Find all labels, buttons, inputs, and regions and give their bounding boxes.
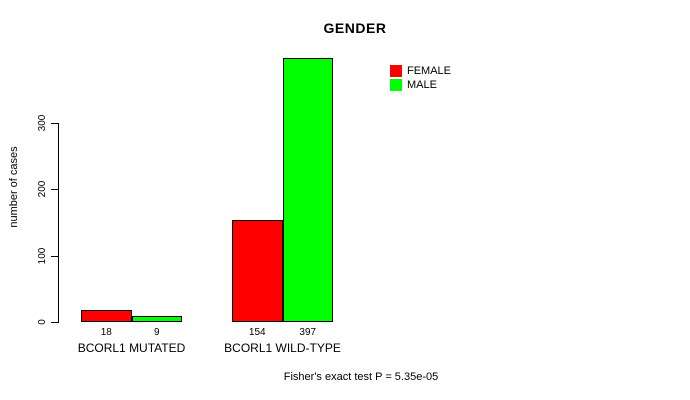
- bar-female: [232, 220, 283, 322]
- bar-male: [131, 316, 182, 322]
- bar-female: [81, 310, 132, 322]
- y-tick-label: 300: [37, 114, 48, 132]
- category-label: BCORL1 WILD-TYPE: [224, 341, 341, 355]
- y-axis-tick: [51, 322, 58, 323]
- legend-swatch-male: [390, 79, 402, 91]
- annotation-text: Fisher's exact test P = 5.35e-05: [283, 371, 439, 383]
- y-tick-label: 200: [37, 180, 48, 198]
- y-axis-label: number of cases: [8, 146, 20, 228]
- legend-label: FEMALE: [407, 65, 452, 77]
- y-axis-tick: [51, 189, 58, 191]
- legend-item-female: FEMALE: [390, 65, 451, 77]
- category-label: BCORL1 MUTATED: [77, 341, 186, 355]
- legend-swatch-female: [390, 65, 402, 77]
- legend-label: MALE: [407, 79, 437, 91]
- bar-value-label: 18: [100, 327, 112, 338]
- y-axis-tick: [51, 255, 58, 257]
- bar-value-label: 9: [153, 327, 160, 338]
- bar-value-label: 154: [248, 327, 266, 338]
- chart-title: GENDER: [323, 20, 387, 36]
- y-axis-line: [58, 122, 59, 323]
- bar-male: [282, 58, 333, 322]
- legend: FEMALE MALE: [390, 65, 451, 93]
- legend-item-male: MALE: [390, 79, 451, 91]
- y-axis-tick: [51, 122, 58, 124]
- y-tick-label: 100: [37, 247, 48, 264]
- bar-value-label: 397: [299, 327, 317, 338]
- y-tick-label: 0: [37, 319, 48, 325]
